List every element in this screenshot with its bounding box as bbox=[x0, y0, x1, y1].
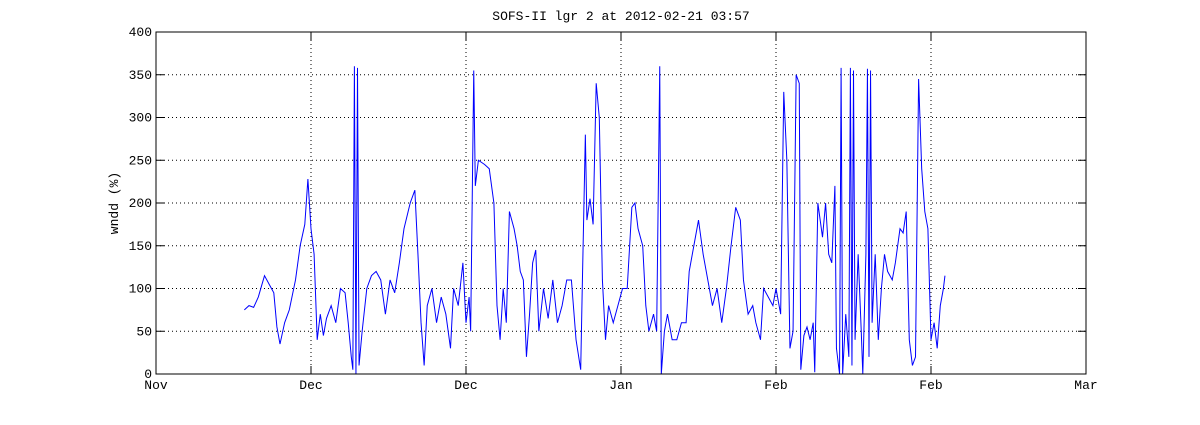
y-tick-label: 350 bbox=[129, 68, 152, 83]
x-tick-label: Feb bbox=[764, 378, 787, 393]
x-tick-label: Feb bbox=[919, 378, 942, 393]
y-tick-label: 50 bbox=[136, 324, 152, 339]
y-axis-label: wndd (%) bbox=[107, 172, 122, 234]
y-tick-label: 250 bbox=[129, 153, 152, 168]
x-tick-label: Jan bbox=[609, 378, 632, 393]
x-tick-label: Dec bbox=[299, 378, 322, 393]
data-line bbox=[244, 66, 946, 375]
y-tick-label: 300 bbox=[129, 111, 152, 126]
x-tick-label: Dec bbox=[454, 378, 477, 393]
x-tick-label: Mar bbox=[1074, 378, 1097, 393]
axes-box bbox=[155, 31, 1087, 375]
y-tick-label: 100 bbox=[129, 282, 152, 297]
y-tick-label: 200 bbox=[129, 196, 152, 211]
y-tick-label: 400 bbox=[129, 25, 152, 40]
x-tick-label: Nov bbox=[144, 378, 168, 393]
y-tick-label: 0 bbox=[144, 367, 152, 382]
chart-title: SOFS-II lgr 2 at 2012-02-21 03:57 bbox=[492, 9, 749, 24]
y-tick-label: 150 bbox=[129, 239, 152, 254]
